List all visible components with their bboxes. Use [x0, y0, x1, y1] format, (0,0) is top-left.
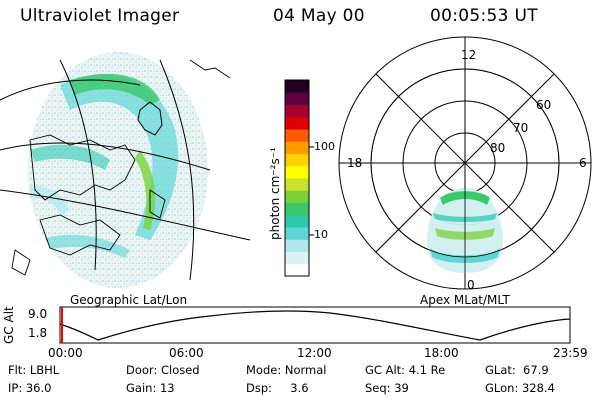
- colorbar-swatch: [285, 227, 309, 240]
- colorbar-swatch: [285, 116, 309, 130]
- colorbar-swatch: [285, 129, 309, 142]
- colorbar-swatch: [285, 263, 309, 277]
- mlat-label-60: 60: [536, 98, 552, 112]
- timeline-ytick-9: 9.0: [28, 307, 48, 321]
- apex-panel-label: Apex MLat/MLT: [420, 293, 510, 307]
- mlat-label-70: 70: [513, 121, 529, 135]
- instrument-title: Ultraviolet Imager: [20, 6, 180, 26]
- timeline-xtick-0600: 06:00: [169, 346, 204, 360]
- time-label: 00:05:53 UT: [430, 6, 538, 26]
- colorbar-label: photon cm⁻²s⁻¹: [268, 147, 282, 240]
- timeline-ytick-1-8: 1.8: [28, 326, 48, 340]
- polar-plot: [338, 36, 592, 290]
- colorbar-tick-100: 100: [314, 140, 335, 153]
- date-label: 04 May 00: [273, 6, 365, 26]
- mlt-label-12: 12: [461, 48, 477, 62]
- status-seq: Seq: 39: [365, 381, 409, 395]
- timeline-xtick-2359: 23:59: [553, 346, 588, 360]
- geographic-image: [0, 52, 251, 288]
- colorbar-swatch: [285, 251, 309, 265]
- colorbar-swatch: [285, 92, 309, 105]
- colorbar-tick-10: 10: [314, 228, 328, 241]
- status-mode: Mode: Normal: [246, 363, 327, 377]
- mlt-label-18: 18: [347, 156, 363, 170]
- mlt-label-6: 6: [579, 156, 587, 170]
- orbit-timeline: [59, 306, 571, 344]
- colorbar-swatch: [285, 214, 309, 228]
- colorbar-swatch: [285, 153, 309, 167]
- mlt-label-0: 0: [467, 278, 475, 292]
- geo-panel-label: Geographic Lat/Lon: [70, 293, 188, 307]
- colorbar-swatch: [285, 141, 309, 154]
- timeline-xtick-1800: 18:00: [424, 346, 459, 360]
- timeline-xtick-1200: 12:00: [297, 346, 332, 360]
- status-door: Door: Closed: [126, 363, 200, 377]
- status-gc-alt: GC Alt: 4.1 Re: [365, 363, 446, 377]
- colorbar-swatch: [285, 239, 309, 252]
- colorbar-swatch: [285, 190, 309, 203]
- timeline-ylabel: GC Alt: [2, 306, 16, 344]
- colorbar-swatch: [285, 202, 309, 216]
- colorbar-swatch: [285, 104, 309, 118]
- status-dsp: Dsp: 3.6: [246, 381, 309, 395]
- timeline-xtick-0000: 00:00: [48, 346, 83, 360]
- status-gain: Gain: 13: [126, 381, 175, 395]
- status-glon: GLon: 328.4: [485, 381, 555, 395]
- status-ip: IP: 36.0: [8, 381, 52, 395]
- mlat-label-80: 80: [490, 141, 506, 155]
- status-filter: Flt: LBHL: [8, 363, 60, 377]
- colorbar: [284, 79, 314, 277]
- status-glat: GLat: 67.9: [485, 363, 549, 377]
- colorbar-swatch: [285, 80, 309, 93]
- colorbar-swatch: [285, 178, 309, 191]
- colorbar-swatch: [285, 165, 309, 179]
